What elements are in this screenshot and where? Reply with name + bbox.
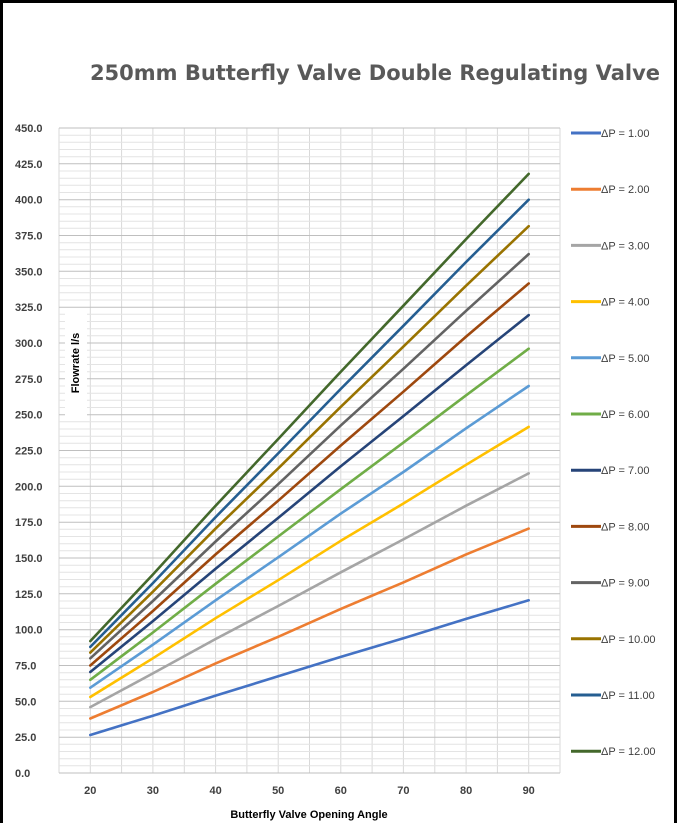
y-tick-label: 275.0 — [15, 374, 43, 386]
series-line — [89, 347, 531, 682]
y-tick-label: 300.0 — [15, 338, 43, 350]
series-line — [89, 172, 531, 643]
y-tick-label: 100.0 — [15, 625, 43, 637]
legend-entry: ΔP = 9.00 — [601, 578, 649, 590]
flowrate-chart: 250mm Butterfly Valve Double Regulating … — [15, 61, 660, 821]
plot-grid — [58, 127, 561, 774]
y-tick-label: 250.0 — [15, 410, 43, 422]
legend-entry: ΔP = 5.00 — [601, 353, 649, 365]
legend-entry: ΔP = 6.00 — [601, 409, 649, 421]
y-tick-label: 375.0 — [15, 231, 43, 243]
x-tick-label: 70 — [397, 785, 409, 797]
y-tick-label: 175.0 — [15, 517, 43, 529]
y-tick-label: 325.0 — [15, 302, 43, 314]
legend-entry: ΔP = 7.00 — [601, 465, 649, 477]
legend-entry: ΔP = 4.00 — [601, 297, 649, 309]
legend-entry: ΔP = 8.00 — [601, 521, 649, 533]
series-line — [89, 313, 531, 674]
y-axis-ticks: 0.0 25.0 50.0 75.0 100.0 125.0 150.0 175.0 200.0… — [15, 123, 43, 780]
y-tick-label: 225.0 — [15, 446, 43, 458]
series-line — [89, 598, 531, 737]
y-tick-label: 200.0 — [15, 481, 43, 493]
y-tick-label: 425.0 — [15, 159, 43, 171]
x-axis-label: Butterfly Valve Opening Angle — [230, 809, 387, 821]
series-line — [89, 198, 531, 649]
series-line — [89, 252, 531, 660]
x-axis-ticks: 20 30 40 50 60 70 80 90 — [84, 785, 535, 797]
series-line — [89, 384, 531, 690]
legend-entry: ΔP = 12.00 — [601, 746, 656, 758]
legend-entry: ΔP = 2.00 — [601, 184, 649, 196]
y-tick-label: 450.0 — [15, 123, 43, 135]
legend-entry: ΔP = 11.00 — [601, 690, 655, 702]
x-tick-label: 60 — [335, 785, 347, 797]
y-tick-label: 0.0 — [15, 768, 30, 780]
x-tick-label: 30 — [147, 785, 159, 797]
x-tick-label: 90 — [523, 785, 535, 797]
x-tick-label: 80 — [460, 785, 472, 797]
series-line — [89, 282, 531, 667]
y-tick-label: 150.0 — [15, 553, 43, 565]
y-axis-label: Flowrate l/s — [70, 333, 82, 394]
legend: ΔP = 1.00 ΔP = 2.00 ΔP = 3.00 ΔP = 4.00 ΔP =… — [571, 128, 656, 758]
series-line — [89, 472, 531, 709]
y-axis-label-background — [65, 309, 87, 417]
series-line — [89, 224, 531, 654]
y-tick-label: 400.0 — [15, 195, 43, 207]
x-tick-label: 50 — [272, 785, 284, 797]
y-tick-label: 50.0 — [15, 696, 36, 708]
series-lines — [89, 172, 531, 737]
y-tick-label: 125.0 — [15, 589, 43, 601]
y-tick-label: 350.0 — [15, 266, 43, 278]
series-line — [89, 527, 531, 720]
x-tick-label: 40 — [209, 785, 221, 797]
chart-title: 250mm Butterfly Valve Double Regulating … — [90, 61, 660, 85]
series-line — [89, 425, 531, 699]
legend-entry: ΔP = 10.00 — [601, 634, 656, 646]
x-tick-label: 20 — [84, 785, 96, 797]
legend-entry: ΔP = 1.00 — [601, 128, 649, 140]
y-tick-label: 75.0 — [15, 661, 36, 673]
y-tick-label: 25.0 — [15, 732, 36, 744]
legend-entry: ΔP = 3.00 — [601, 240, 649, 252]
